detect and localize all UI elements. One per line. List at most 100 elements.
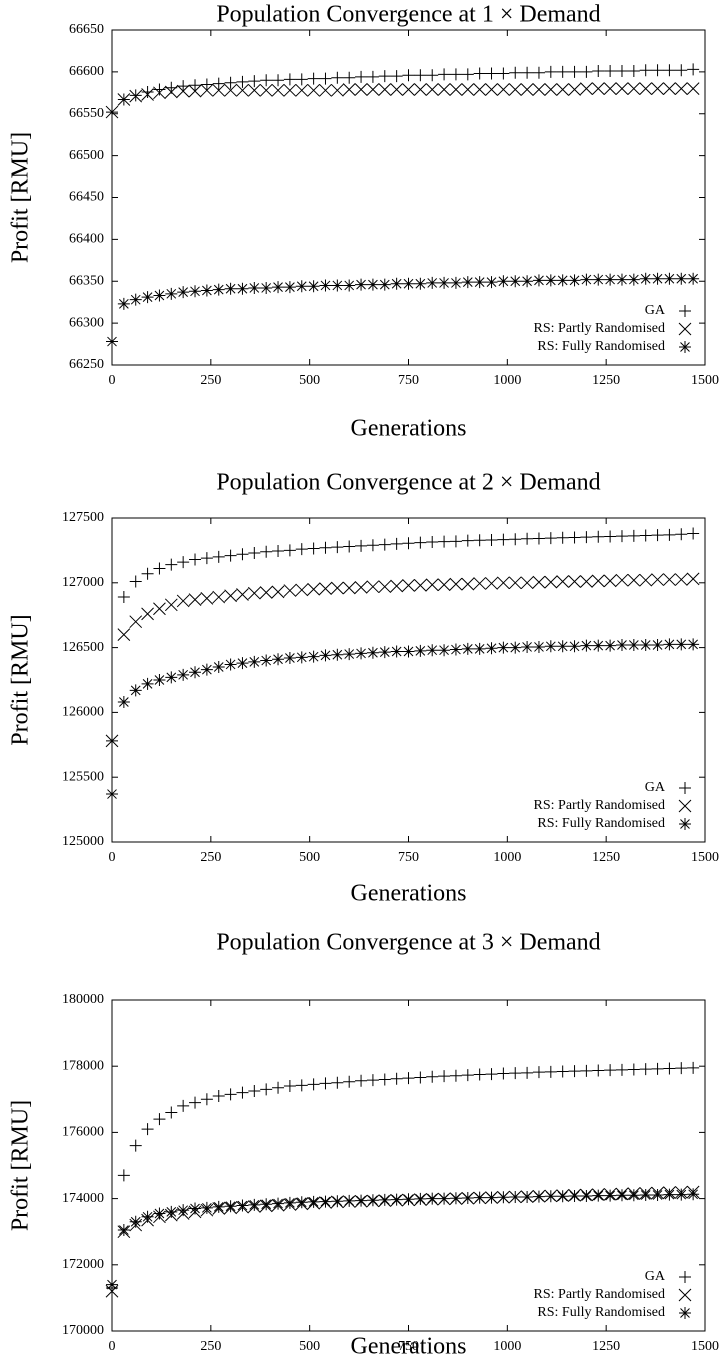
marker: [556, 65, 569, 78]
marker: [497, 275, 510, 288]
legend-label: GA: [645, 1269, 666, 1284]
marker: [414, 644, 427, 657]
marker: [402, 579, 415, 592]
marker: [449, 68, 462, 81]
marker: [319, 1077, 332, 1090]
marker: [615, 573, 629, 587]
marker: [378, 278, 391, 291]
marker: [426, 69, 439, 82]
marker: [592, 1064, 605, 1077]
marker: [473, 577, 487, 590]
marker: [272, 74, 285, 87]
marker: [224, 282, 237, 295]
marker: [165, 287, 178, 300]
x-axis-label: Generations: [351, 881, 467, 907]
marker: [248, 655, 261, 668]
legend-marker: [679, 1307, 691, 1319]
marker: [485, 642, 498, 655]
marker: [675, 272, 688, 285]
marker: [449, 535, 462, 548]
marker: [141, 85, 154, 98]
marker: [449, 276, 462, 289]
x-tick-label: 500: [299, 1339, 320, 1354]
marker: [343, 279, 356, 292]
marker: [604, 273, 617, 286]
marker: [402, 537, 415, 550]
marker: [106, 788, 118, 801]
marker: [663, 64, 676, 77]
legend-marker: [678, 799, 692, 813]
marker: [366, 83, 380, 96]
marker: [141, 567, 154, 580]
marker: [580, 1064, 593, 1077]
marker: [639, 529, 652, 542]
marker: [568, 274, 581, 287]
marker: [461, 83, 475, 96]
marker: [544, 83, 558, 96]
marker: [509, 275, 522, 288]
x-tick-label: 1000: [493, 373, 521, 388]
series: [106, 1188, 700, 1291]
marker: [272, 1081, 285, 1094]
y-tick-label: 66650: [69, 22, 104, 37]
marker: [485, 67, 498, 80]
marker: [283, 281, 296, 294]
y-tick-label: 66500: [69, 148, 104, 163]
marker: [271, 83, 285, 97]
marker: [283, 1080, 296, 1093]
marker: [366, 278, 379, 291]
marker: [687, 63, 700, 76]
marker: [260, 74, 273, 87]
marker: [165, 1205, 178, 1218]
marker: [307, 542, 320, 555]
legend-marker: [679, 305, 691, 317]
marker: [509, 1067, 522, 1080]
marker: [236, 75, 249, 88]
marker: [295, 543, 308, 556]
marker: [497, 576, 510, 590]
chart-title: Population Convergence at 1 × Demand: [216, 2, 600, 28]
marker: [461, 1191, 474, 1204]
marker: [663, 573, 676, 586]
marker: [378, 83, 392, 96]
marker: [176, 84, 190, 98]
marker: [117, 591, 130, 604]
marker: [675, 528, 688, 541]
marker: [271, 585, 285, 599]
legend-label: GA: [645, 780, 666, 795]
marker: [331, 541, 344, 554]
marker: [604, 530, 617, 543]
marker: [556, 575, 570, 588]
marker: [212, 661, 225, 674]
marker: [627, 65, 640, 78]
marker: [188, 593, 202, 607]
marker: [521, 640, 534, 653]
marker: [331, 71, 344, 84]
marker: [283, 584, 297, 597]
marker: [473, 534, 486, 547]
marker: [521, 532, 534, 545]
marker: [224, 549, 237, 562]
marker: [402, 1193, 415, 1206]
marker: [485, 276, 498, 289]
x-axis-label: Generations: [351, 416, 467, 442]
marker: [295, 83, 309, 97]
x-tick-label: 1000: [493, 1339, 521, 1354]
marker: [414, 1192, 427, 1205]
marker: [141, 88, 154, 101]
marker: [236, 657, 249, 670]
marker: [117, 297, 130, 310]
y-tick-label: 127000: [62, 575, 104, 590]
marker: [259, 586, 273, 599]
marker: [687, 1061, 700, 1074]
marker: [176, 594, 190, 608]
y-tick-label: 174000: [62, 1191, 104, 1206]
marker: [248, 75, 261, 88]
marker: [473, 276, 486, 289]
series: [106, 272, 700, 348]
x-tick-label: 500: [299, 373, 320, 388]
marker: [283, 544, 296, 557]
series: [106, 63, 700, 119]
marker: [556, 83, 570, 96]
x-tick-label: 1000: [493, 850, 521, 865]
